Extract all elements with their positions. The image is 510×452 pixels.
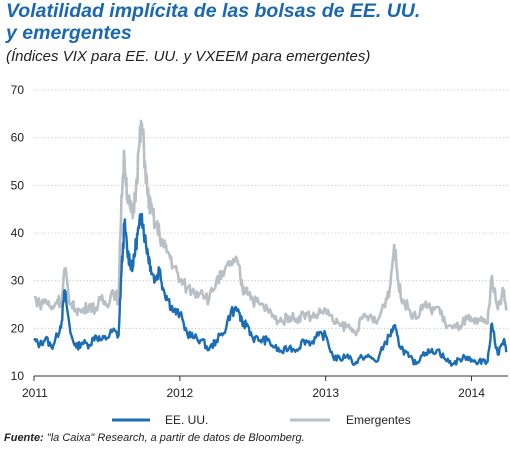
x-tick-label: 2011 [22, 386, 48, 400]
y-tick-label: 10 [11, 369, 25, 383]
chart-title-line2: y emergentes [6, 22, 132, 44]
x-tick-label: 2014 [458, 386, 485, 400]
series-line-emerging [33, 119, 508, 337]
x-tick-label: 2012 [166, 386, 193, 400]
source-label: Fuente: [4, 432, 44, 444]
y-tick-label: 60 [11, 131, 25, 145]
chart-title: Volatilidad implícita de las bolsas de E… [6, 0, 506, 44]
source-note: Fuente: "la Caixa" Research, a partir de… [4, 432, 508, 444]
x-tick-label: 2013 [312, 386, 339, 400]
series-layer [33, 119, 508, 367]
axis-layer: 10 20 30 40 50 60 70 2011 2012 2013 2014 [11, 83, 508, 400]
y-tick-label: 20 [11, 321, 25, 335]
y-tick-label: 40 [11, 226, 25, 240]
source-text: "la Caixa" Research, a partir de datos d… [43, 432, 305, 444]
series-line-us [33, 212, 508, 367]
y-tick-label: 70 [11, 83, 25, 97]
chart-subtitle: (Índices VIX para EE. UU. y VXEEM para e… [6, 48, 371, 65]
legend-label-us: EE. UU. [165, 413, 208, 427]
chart-title-line1: Volatilidad implícita de las bolsas de E… [6, 0, 421, 22]
grid-layer [34, 89, 508, 329]
legend: EE. UU. Emergentes [112, 413, 411, 427]
y-tick-label: 30 [11, 274, 25, 288]
legend-label-emerging: Emergentes [346, 413, 411, 427]
y-tick-label: 50 [11, 178, 25, 192]
